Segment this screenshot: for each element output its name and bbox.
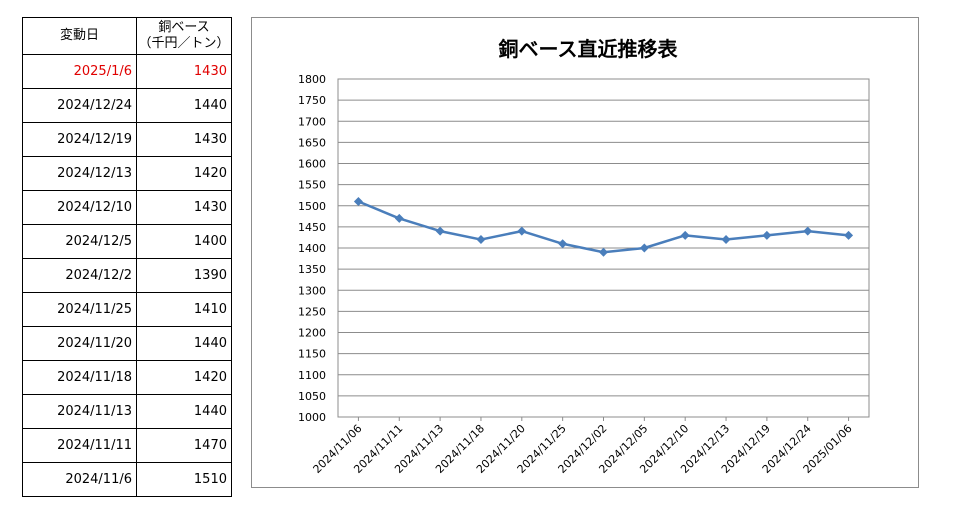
- table-row: 2024/11/25 1410: [22, 292, 232, 327]
- table-row: 2025/1/6 1430: [22, 54, 232, 89]
- grid-layer: [337, 78, 870, 421]
- y-tick-label: 1150: [298, 348, 326, 361]
- x-axis-ticks: 2024/11/062024/11/112024/11/132024/11/18…: [311, 422, 855, 476]
- table-row: 2024/11/20 1440: [22, 326, 232, 361]
- row-date: 2024/12/13: [22, 156, 137, 191]
- header-price-line2: （千円／トン）: [138, 36, 230, 51]
- header-date: 変動日: [22, 17, 137, 55]
- table-row: 2024/12/24 1440: [22, 88, 232, 123]
- table-row: 2024/12/2 1390: [22, 258, 232, 293]
- row-price: 1420: [136, 360, 232, 395]
- y-tick-label: 1800: [298, 73, 326, 86]
- data-point: [435, 226, 445, 236]
- row-date: 2024/12/24: [22, 88, 137, 123]
- row-date: 2024/11/13: [22, 394, 137, 429]
- price-table-container: 変動日 銅ベース （千円／トン） 2025/1/6 1430 2024/12/24 1…: [22, 17, 232, 497]
- row-price: 1430: [136, 190, 232, 225]
- row-price: 1510: [136, 462, 232, 497]
- header-price: 銅ベース （千円／トン）: [136, 17, 232, 55]
- data-point: [680, 230, 690, 240]
- row-price: 1440: [136, 326, 232, 361]
- row-price: 1430: [136, 54, 232, 89]
- price-table: 変動日 銅ベース （千円／トン） 2025/1/6 1430 2024/12/24 1…: [22, 17, 232, 497]
- data-point: [394, 213, 404, 223]
- row-price: 1420: [136, 156, 232, 191]
- row-price: 1430: [136, 122, 232, 157]
- row-price: 1400: [136, 224, 232, 259]
- row-date: 2024/12/19: [22, 122, 137, 157]
- y-tick-label: 1750: [298, 94, 326, 107]
- row-price: 1440: [136, 394, 232, 429]
- row-price: 1440: [136, 88, 232, 123]
- data-point: [599, 247, 608, 257]
- table-row: 2024/12/13 1420: [22, 156, 232, 191]
- y-tick-label: 1700: [298, 115, 326, 128]
- y-tick-label: 1300: [298, 284, 326, 297]
- table-row: 2024/12/19 1430: [22, 122, 232, 157]
- row-date: 2024/11/20: [22, 326, 137, 361]
- row-date: 2024/12/2: [22, 258, 137, 293]
- data-point: [639, 243, 649, 253]
- y-tick-label: 1100: [298, 369, 326, 382]
- y-tick-label: 1550: [298, 179, 326, 192]
- data-point: [517, 226, 527, 236]
- row-date: 2024/11/11: [22, 428, 137, 463]
- row-price: 1390: [136, 258, 232, 293]
- y-tick-label: 1250: [298, 305, 326, 318]
- row-date: 2024/11/25: [22, 292, 137, 327]
- table-row: 2024/12/5 1400: [22, 224, 232, 259]
- y-axis-ticks: 1000 1050 1100 1150 1200 1250 1300 1350 1400 1450…: [298, 73, 326, 424]
- y-tick-label: 1450: [298, 221, 326, 234]
- row-date: 2024/11/18: [22, 360, 137, 395]
- y-tick-label: 1000: [298, 411, 326, 424]
- data-point: [558, 239, 568, 249]
- row-date: 2024/11/6: [22, 462, 137, 497]
- table-row: 2024/11/6 1510: [22, 462, 232, 497]
- row-price: 1410: [136, 292, 232, 327]
- row-date: 2024/12/10: [22, 190, 137, 225]
- data-point: [762, 230, 772, 240]
- data-point: [353, 197, 363, 207]
- data-point: [721, 235, 731, 245]
- y-tick-label: 1500: [298, 200, 326, 213]
- line-chart: 銅ベース直近推移表 1000 1050 1100 1150 1200 1250 1300 13…: [298, 37, 870, 476]
- table-row: 2024/12/10 1430: [22, 190, 232, 225]
- y-tick-label: 1650: [298, 136, 326, 149]
- y-tick-label: 1400: [298, 242, 326, 255]
- y-tick-label: 1200: [298, 327, 326, 340]
- data-point: [476, 235, 486, 245]
- table-row: 2024/11/13 1440: [22, 394, 232, 429]
- chart-area: 銅ベース直近推移表 1000 1050 1100 1150 1200 1250 1300 13…: [251, 17, 919, 488]
- row-date: 2025/1/6: [22, 54, 137, 89]
- table-row: 2024/11/18 1420: [22, 360, 232, 395]
- data-point: [803, 226, 813, 236]
- y-tick-label: 1050: [298, 390, 326, 403]
- row-price: 1470: [136, 428, 232, 463]
- y-tick-label: 1600: [298, 158, 326, 171]
- series-layer: [353, 197, 854, 257]
- data-point: [844, 230, 854, 240]
- row-date: 2024/12/5: [22, 224, 137, 259]
- chart-title: 銅ベース直近推移表: [499, 37, 679, 61]
- header-price-line1: 銅ベース: [158, 20, 210, 35]
- table-row: 2024/11/11 1470: [22, 428, 232, 463]
- y-tick-label: 1350: [298, 263, 326, 276]
- table-header-row: 変動日 銅ベース （千円／トン）: [22, 17, 232, 55]
